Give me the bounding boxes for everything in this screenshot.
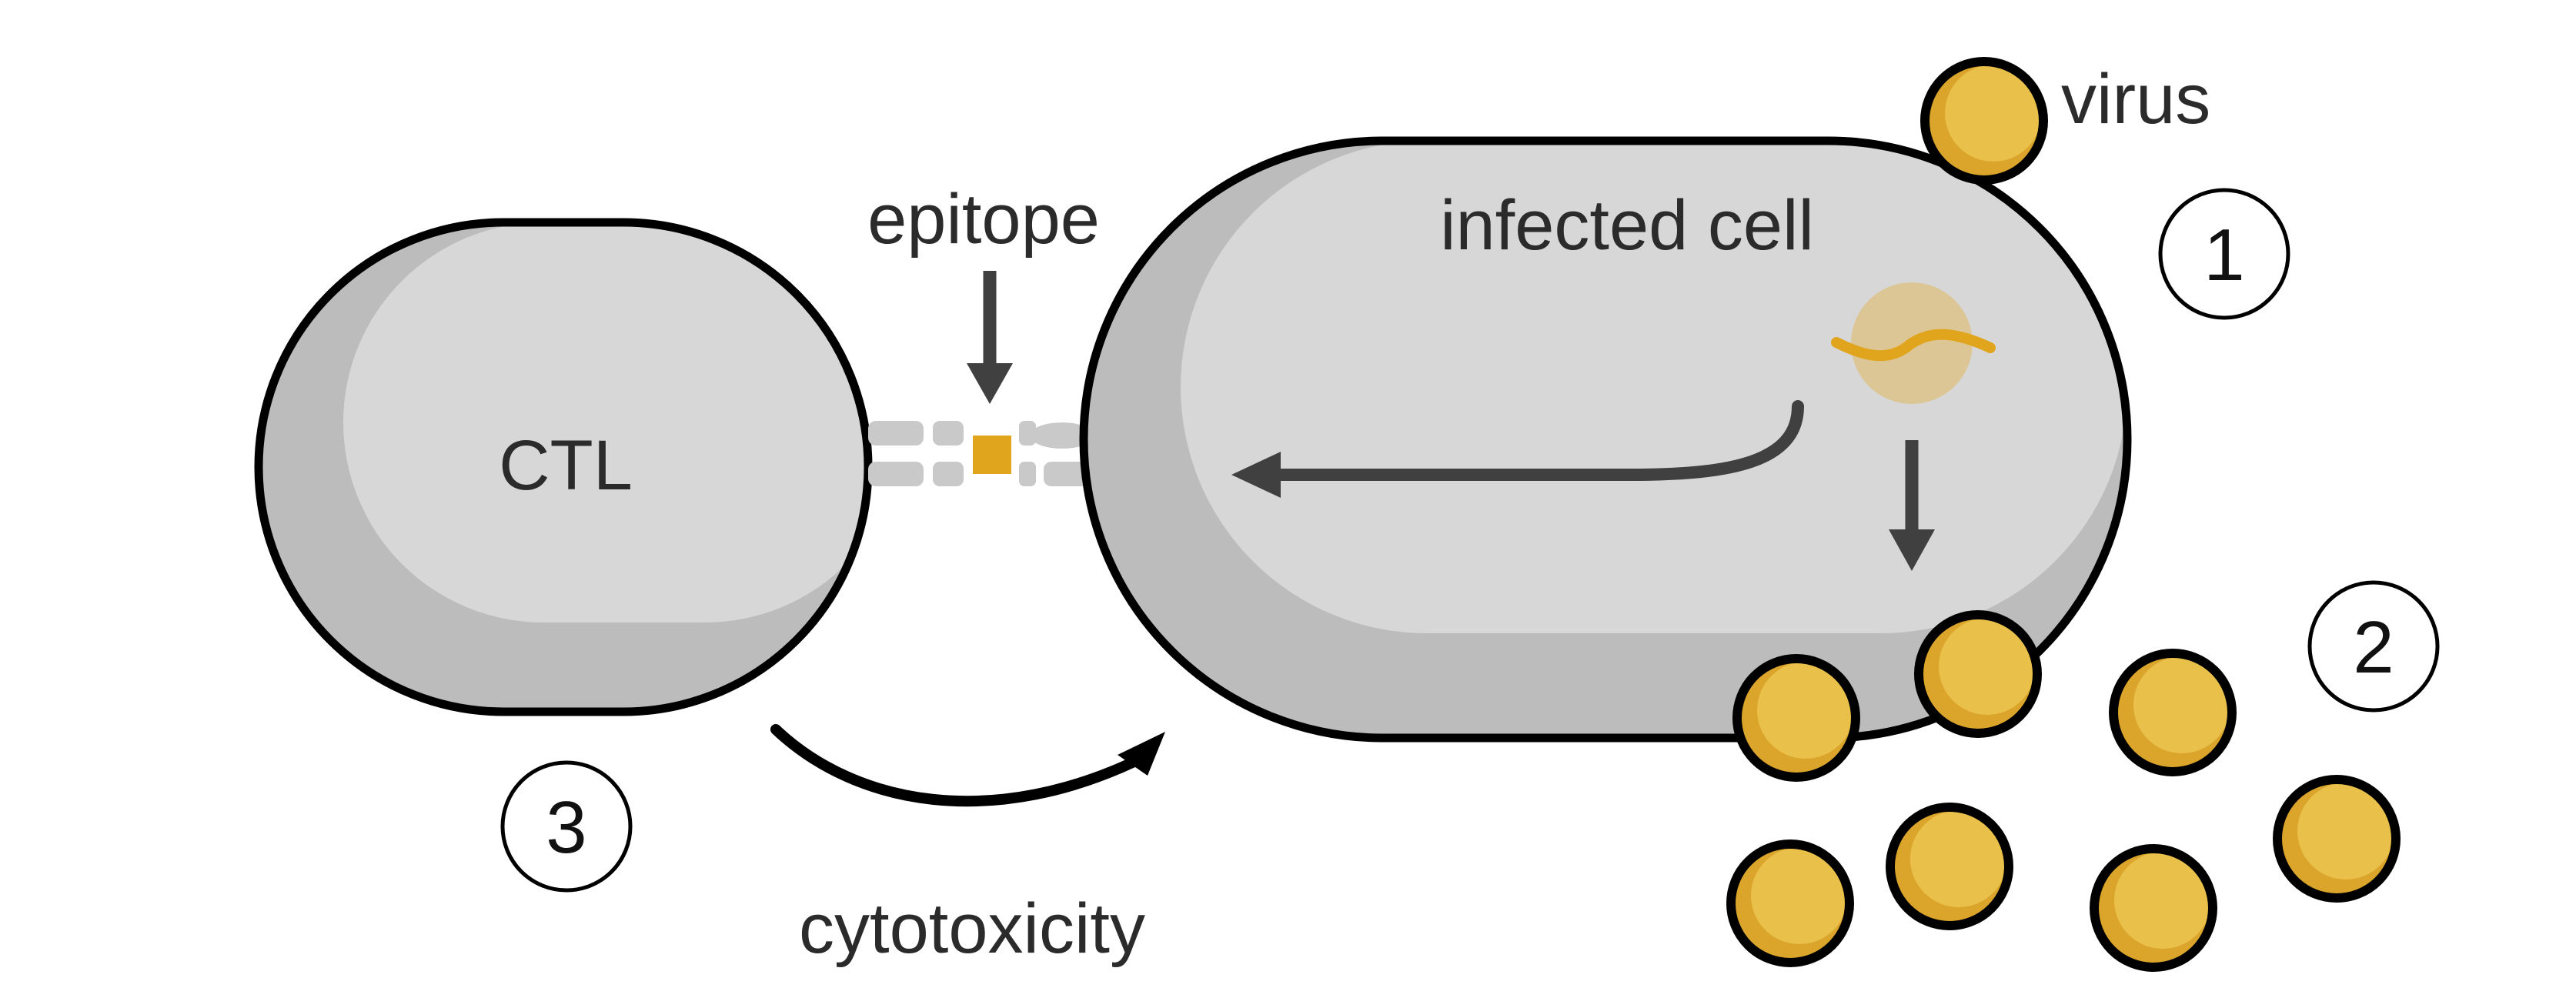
step-marker-3: 3 — [500, 760, 633, 893]
virus-particles — [1726, 57, 2401, 972]
step-3-number: 3 — [546, 786, 586, 869]
virus-particle — [1726, 839, 1854, 967]
virus-particle — [1914, 610, 2042, 738]
step-marker-2: 2 — [2307, 580, 2440, 713]
infected-cell-label: infected cell — [1440, 186, 1814, 265]
virus-particle — [1920, 57, 2048, 185]
step-2-number: 2 — [2353, 606, 2394, 689]
ctl-label: CTL — [499, 426, 633, 505]
step-marker-1: 1 — [2158, 188, 2290, 320]
step-1-number: 1 — [2203, 214, 2244, 296]
cytotoxicity-label: cytotoxicity — [799, 890, 1145, 968]
virus-label: virus — [2061, 60, 2210, 139]
antigen-presentation-arrow — [1231, 400, 1804, 498]
epitope-arrow — [967, 271, 1013, 404]
ctl-cell — [254, 218, 873, 716]
epitope-square — [973, 436, 1011, 474]
cytotoxicity-arrow — [770, 724, 1165, 807]
nucleus — [1831, 282, 1996, 404]
infected-cell — [1079, 136, 2132, 743]
virus-particle — [1886, 803, 2013, 930]
virus-particle — [2273, 775, 2401, 903]
tcr-mhc-complex — [868, 421, 1094, 486]
epitope-label: epitope — [867, 180, 1100, 259]
virus-release-arrow — [1889, 440, 1935, 571]
virus-particle — [1732, 654, 1860, 782]
virus-particle — [2109, 649, 2237, 776]
virus-particle — [2090, 844, 2217, 972]
